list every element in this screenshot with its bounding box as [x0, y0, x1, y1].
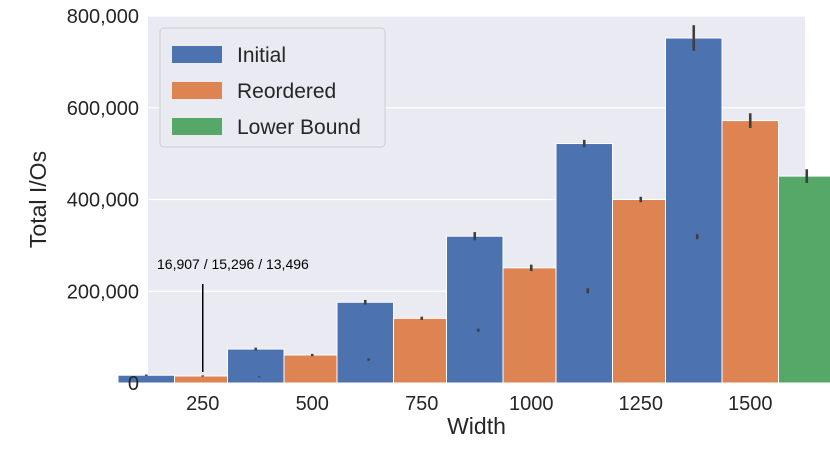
- legend-label: Lower Bound: [237, 116, 361, 139]
- legend-swatch: [172, 46, 222, 63]
- y-tick-label: 200,000: [67, 281, 139, 303]
- y-axis-ticks: 0 200,000 400,000 600,000 800,000: [67, 6, 139, 395]
- legend-label: Reordered: [237, 80, 336, 103]
- y-axis-label: Total I/Os: [25, 151, 51, 248]
- bar-initial-1500: [665, 37, 723, 384]
- y-tick-label: 0: [128, 373, 139, 395]
- x-tick-label: 1500: [728, 393, 773, 415]
- bar-reordered-750: [393, 317, 451, 384]
- y-tick-label: 400,000: [67, 190, 139, 212]
- x-axis-label: Width: [447, 413, 506, 439]
- bar-reordered-250: [174, 375, 232, 384]
- bar-reordered-1250: [612, 199, 670, 384]
- bar-lower-bound-1500: [778, 175, 830, 384]
- bar-reordered-500: [283, 354, 341, 384]
- bar-initial-1000: [446, 235, 504, 384]
- bar-initial-250: [117, 374, 175, 384]
- x-tick-label: 1000: [509, 393, 554, 415]
- error-bars: [144, 25, 809, 378]
- legend-swatch: [172, 82, 222, 99]
- x-tick-label: 500: [296, 393, 329, 415]
- annotation-text: 16,907 / 15,296 / 13,496: [157, 256, 309, 272]
- y-tick-label: 800,000: [67, 6, 139, 28]
- bars: [117, 37, 830, 384]
- bar-reordered-1000: [502, 267, 560, 384]
- bar-reordered-1500: [721, 120, 779, 384]
- x-axis-ticks: 250 500 750 1000 1250 1500: [186, 393, 772, 415]
- bar-initial-500: [227, 348, 285, 384]
- y-tick-label: 600,000: [67, 98, 139, 120]
- bar-initial-1250: [555, 143, 613, 384]
- x-tick-label: 250: [186, 393, 219, 415]
- bar-initial-750: [336, 301, 394, 384]
- legend-swatch: [172, 118, 222, 135]
- legend-label: Initial: [237, 44, 286, 67]
- x-tick-label: 750: [405, 393, 438, 415]
- annotation: 16,907 / 15,296 / 13,496: [157, 256, 309, 372]
- x-tick-label: 1250: [619, 393, 664, 415]
- legend: Initial Reordered Lower Bound: [159, 27, 386, 148]
